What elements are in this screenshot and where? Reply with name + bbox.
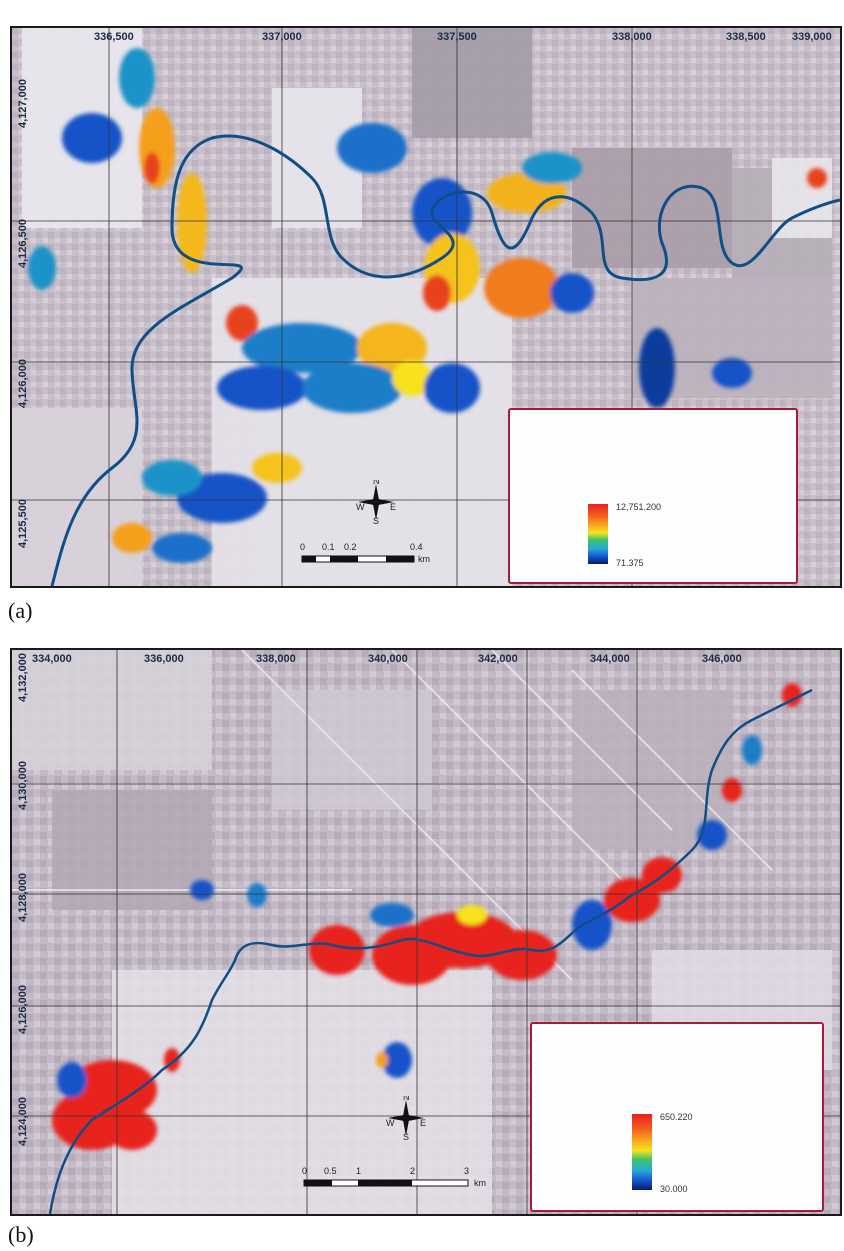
x-tick-b: 346,000: [702, 653, 742, 665]
heat-clusters-a: [28, 48, 827, 563]
compass-e: E: [390, 502, 396, 512]
y-tick-b: 4,124,000: [17, 1097, 29, 1146]
legend-a: 12,751.200 71.375: [508, 408, 798, 584]
compass-s: S: [403, 1132, 409, 1140]
compass-w: W: [386, 1118, 395, 1128]
legend-color-ramp: [588, 504, 608, 564]
panel-a: 336,500 337,000 337,500 338,000 338,500 …: [0, 0, 844, 623]
scale-label: 2: [410, 1166, 415, 1176]
terrain-patches: [12, 650, 832, 1214]
x-tick-a: 337,000: [262, 31, 302, 43]
x-axis-b: 334,000 336,000 338,000 340,000 342,000 …: [32, 653, 742, 665]
compass-rose-icon: N S E W: [386, 1096, 426, 1140]
scale-label: 0: [300, 542, 305, 552]
y-tick-b: 4,128,000: [17, 873, 29, 922]
compass-s: S: [373, 516, 379, 524]
legend-high-value: 12,751.200: [616, 502, 662, 512]
y-tick-b: 4,130,000: [17, 761, 29, 810]
legend-b: 650.220 30.000: [530, 1022, 824, 1212]
y-tick-a: 4,126,000: [17, 359, 29, 408]
x-tick-a: 339,000: [792, 31, 832, 43]
scale-label: 0.2: [344, 542, 357, 552]
x-tick-a: 338,500: [726, 31, 766, 43]
x-tick-a: 338,000: [612, 31, 652, 43]
scale-label: 0.5: [324, 1166, 337, 1176]
y-tick-a: 4,125,500: [17, 499, 29, 548]
scale-label: 0.1: [322, 542, 335, 552]
scale-label: 0.4: [410, 542, 423, 552]
panel-label-b: (b): [8, 1222, 34, 1247]
legend-high-value: 650.220: [660, 1112, 693, 1122]
scale-bar-a: 0 0.1 0.2 0.4 km: [300, 542, 430, 564]
scale-bar-b: 0 0.5 1 2 3 km: [302, 1166, 486, 1188]
x-tick-a: 336,500: [94, 31, 134, 43]
x-axis-a: 336,500 337,000 337,500 338,000 338,500 …: [94, 31, 832, 43]
panel-label-a: (a): [8, 598, 33, 623]
legend-color-ramp: [632, 1114, 652, 1190]
compass-e: E: [420, 1118, 426, 1128]
x-tick-b: 340,000: [368, 653, 408, 665]
map-a-canvas: [12, 28, 840, 586]
legend-low-value: 30.000: [660, 1184, 688, 1194]
y-tick-b: 4,132,000: [17, 653, 29, 702]
grid-a: [12, 28, 840, 586]
river-b: [48, 688, 813, 1214]
x-tick-b: 334,000: [32, 653, 72, 665]
terrain-patches: [12, 28, 832, 586]
x-tick-b: 342,000: [478, 653, 518, 665]
x-tick-b: 336,000: [144, 653, 184, 665]
map-a: 336,500 337,000 337,500 338,000 338,500 …: [10, 26, 842, 588]
scale-label: 3: [464, 1166, 469, 1176]
scale-label: 1: [356, 1166, 361, 1176]
compass-n: N: [403, 1096, 410, 1102]
compass-rose-icon: N S E W: [356, 480, 396, 524]
scale-unit: km: [474, 1178, 486, 1188]
roads-b: [12, 650, 773, 981]
compass-n: N: [373, 480, 380, 486]
y-tick-a: 4,127,000: [17, 79, 29, 128]
x-tick-b: 338,000: [256, 653, 296, 665]
river-a: [50, 134, 840, 586]
heat-clusters-b: [52, 683, 802, 1150]
y-tick-b: 4,126,000: [17, 985, 29, 1034]
y-axis-b: 4,132,000 4,130,000 4,128,000 4,126,000 …: [17, 653, 29, 1146]
map-b: 334,000 336,000 338,000 340,000 342,000 …: [10, 648, 842, 1216]
scale-unit: km: [418, 554, 430, 564]
x-tick-b: 344,000: [590, 653, 630, 665]
y-tick-a: 4,126,500: [17, 219, 29, 268]
panel-b: 334,000 336,000 338,000 340,000 342,000 …: [0, 620, 844, 1251]
legend-low-value: 71.375: [616, 558, 644, 568]
scale-label: 0: [302, 1166, 307, 1176]
grid-b: [12, 650, 840, 1214]
compass-w: W: [356, 502, 365, 512]
x-tick-a: 337,500: [437, 31, 477, 43]
y-axis-a: 4,127,000 4,126,500 4,126,000 4,125,500: [17, 79, 29, 548]
